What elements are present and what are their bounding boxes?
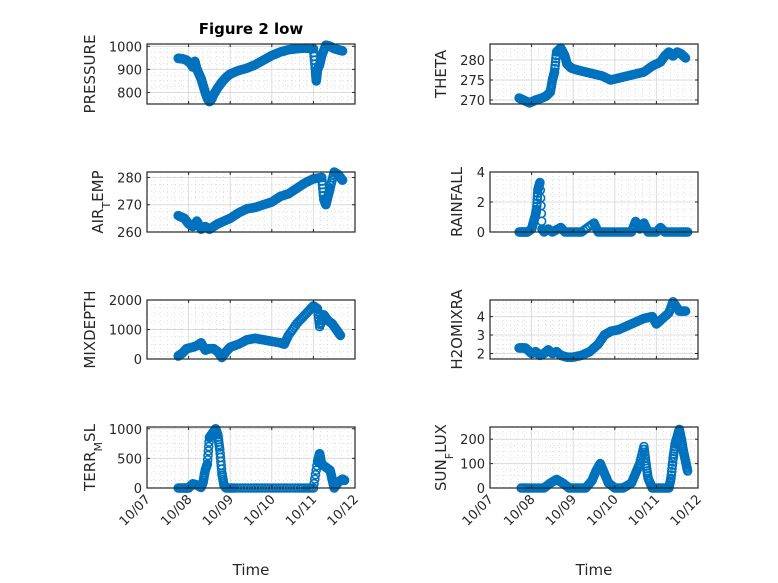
data-point: [679, 306, 690, 316]
y-tick-label: 270: [117, 199, 142, 214]
subplot-air-temp: 260 270 280 AIRTEMP: [89, 167, 356, 241]
y-axis-label: TERRMSL: [81, 423, 105, 492]
axes-box: [489, 43, 699, 105]
y-tick-label: 2: [477, 347, 485, 362]
x-tick-label: 10/12: [325, 492, 362, 529]
axes-box: [489, 299, 699, 360]
data-point: [550, 57, 561, 67]
data-point: [203, 446, 214, 456]
y-tick-label: 4: [477, 311, 485, 326]
x-tick-label: 10/11: [626, 492, 663, 529]
axes-box: [146, 43, 356, 105]
subplot-sun-flux: 10/07 10/08 10/09 10/10 10/11 10/12 0 100 200 SUN…: [432, 424, 705, 579]
data-point: [324, 184, 335, 195]
y-tick-label: 275: [460, 74, 485, 89]
data-point: [550, 63, 560, 74]
y-tick-label: 280: [117, 171, 142, 186]
x-tick-label: 10/08: [158, 492, 195, 529]
y-tick-label: 100: [460, 458, 485, 473]
data-point: [296, 314, 306, 324]
data-point: [309, 474, 320, 484]
data-point: [550, 60, 560, 71]
y-tick-label: 200: [460, 433, 485, 448]
subplot-theta: 270 275 280 THETA: [432, 43, 699, 109]
y-tick-label: 0: [477, 226, 485, 241]
data-point: [531, 201, 542, 212]
y-tick-label: 1000: [109, 324, 142, 339]
x-tick-label: 10/10: [242, 492, 279, 529]
x-tick-label: 10/11: [283, 492, 320, 529]
data-point: [337, 174, 347, 185]
data-point: [311, 465, 321, 476]
y-tick-label: 900: [117, 63, 142, 78]
y-tick-label: 0: [134, 482, 142, 497]
data-point: [667, 463, 677, 474]
chart-title: Figure 2 low: [199, 20, 304, 38]
data-point: [202, 455, 213, 465]
y-axis-label: AIRTEMP: [89, 170, 113, 233]
data-point: [666, 466, 677, 477]
data-point: [334, 329, 345, 340]
data-point: [666, 470, 677, 480]
data-point: [339, 475, 350, 485]
y-axis-label: PRESSURE: [81, 35, 99, 114]
x-tick-label: 10/09: [543, 492, 580, 529]
y-tick-label: 1000: [109, 423, 142, 438]
y-tick-label: 1000: [109, 40, 142, 55]
y-tick-label: 3: [477, 329, 485, 344]
data-point: [667, 460, 678, 471]
y-axis-label: RAINFALL: [448, 166, 466, 237]
x-tick-label: 10/10: [585, 492, 622, 529]
data-point: [659, 311, 670, 322]
x-axis-label: Time: [232, 561, 270, 579]
y-tick-label: 2: [477, 196, 485, 211]
x-tick-label: 10/09: [200, 492, 237, 529]
y-tick-label: 2000: [109, 294, 142, 309]
axes-box: [489, 426, 699, 489]
y-axis-label: H2OMIXRA: [448, 289, 466, 370]
data-point: [310, 469, 321, 480]
x-tick-label: 10/08: [501, 492, 538, 529]
data-point: [680, 52, 690, 63]
data-point: [203, 441, 214, 452]
subplot-terr-msl: 10/07 10/08 10/09 10/10 10/11 10/12 0 500 1000 TE…: [81, 423, 362, 579]
y-tick-label: 800: [117, 86, 142, 101]
subplot-h2omixra: 2 3 4 H2OMIXRA: [448, 289, 699, 370]
y-tick-label: 260: [117, 226, 142, 241]
x-tick-label: 10/07: [117, 492, 154, 529]
y-tick-label: 0: [134, 353, 142, 368]
x-axis-label: Time: [575, 561, 613, 579]
data-point: [216, 460, 226, 471]
subplot-pressure: 800 900 1000 PRESSURE Figure 2 low: [81, 20, 356, 114]
y-axis-label: THETA: [432, 49, 450, 99]
data-point: [202, 460, 212, 471]
y-tick-label: 500: [117, 452, 142, 467]
axes-box: [146, 426, 356, 489]
data-point: [214, 442, 225, 452]
y-tick-label: 4: [477, 166, 485, 181]
subplot-mixdepth: 0 1000 2000 MIXDEPTH: [81, 290, 356, 369]
data-point: [589, 343, 599, 353]
y-tick-label: 270: [460, 94, 485, 109]
data-point: [678, 444, 688, 455]
x-tick-label: 10/12: [668, 492, 705, 529]
data-point: [337, 45, 347, 56]
data-point: [682, 464, 693, 475]
y-tick-label: 280: [460, 54, 485, 69]
x-tick-label: 10/07: [460, 492, 497, 529]
axes-box: [146, 171, 356, 233]
data-point: [534, 178, 545, 189]
y-axis-label: SUNFLUX: [432, 424, 456, 491]
y-axis-label: MIXDEPTH: [81, 290, 99, 368]
y-tick-label: 0: [477, 482, 485, 497]
data-point: [203, 450, 213, 461]
subplot-rainfall: 0 2 4 RAINFALL: [448, 166, 699, 241]
